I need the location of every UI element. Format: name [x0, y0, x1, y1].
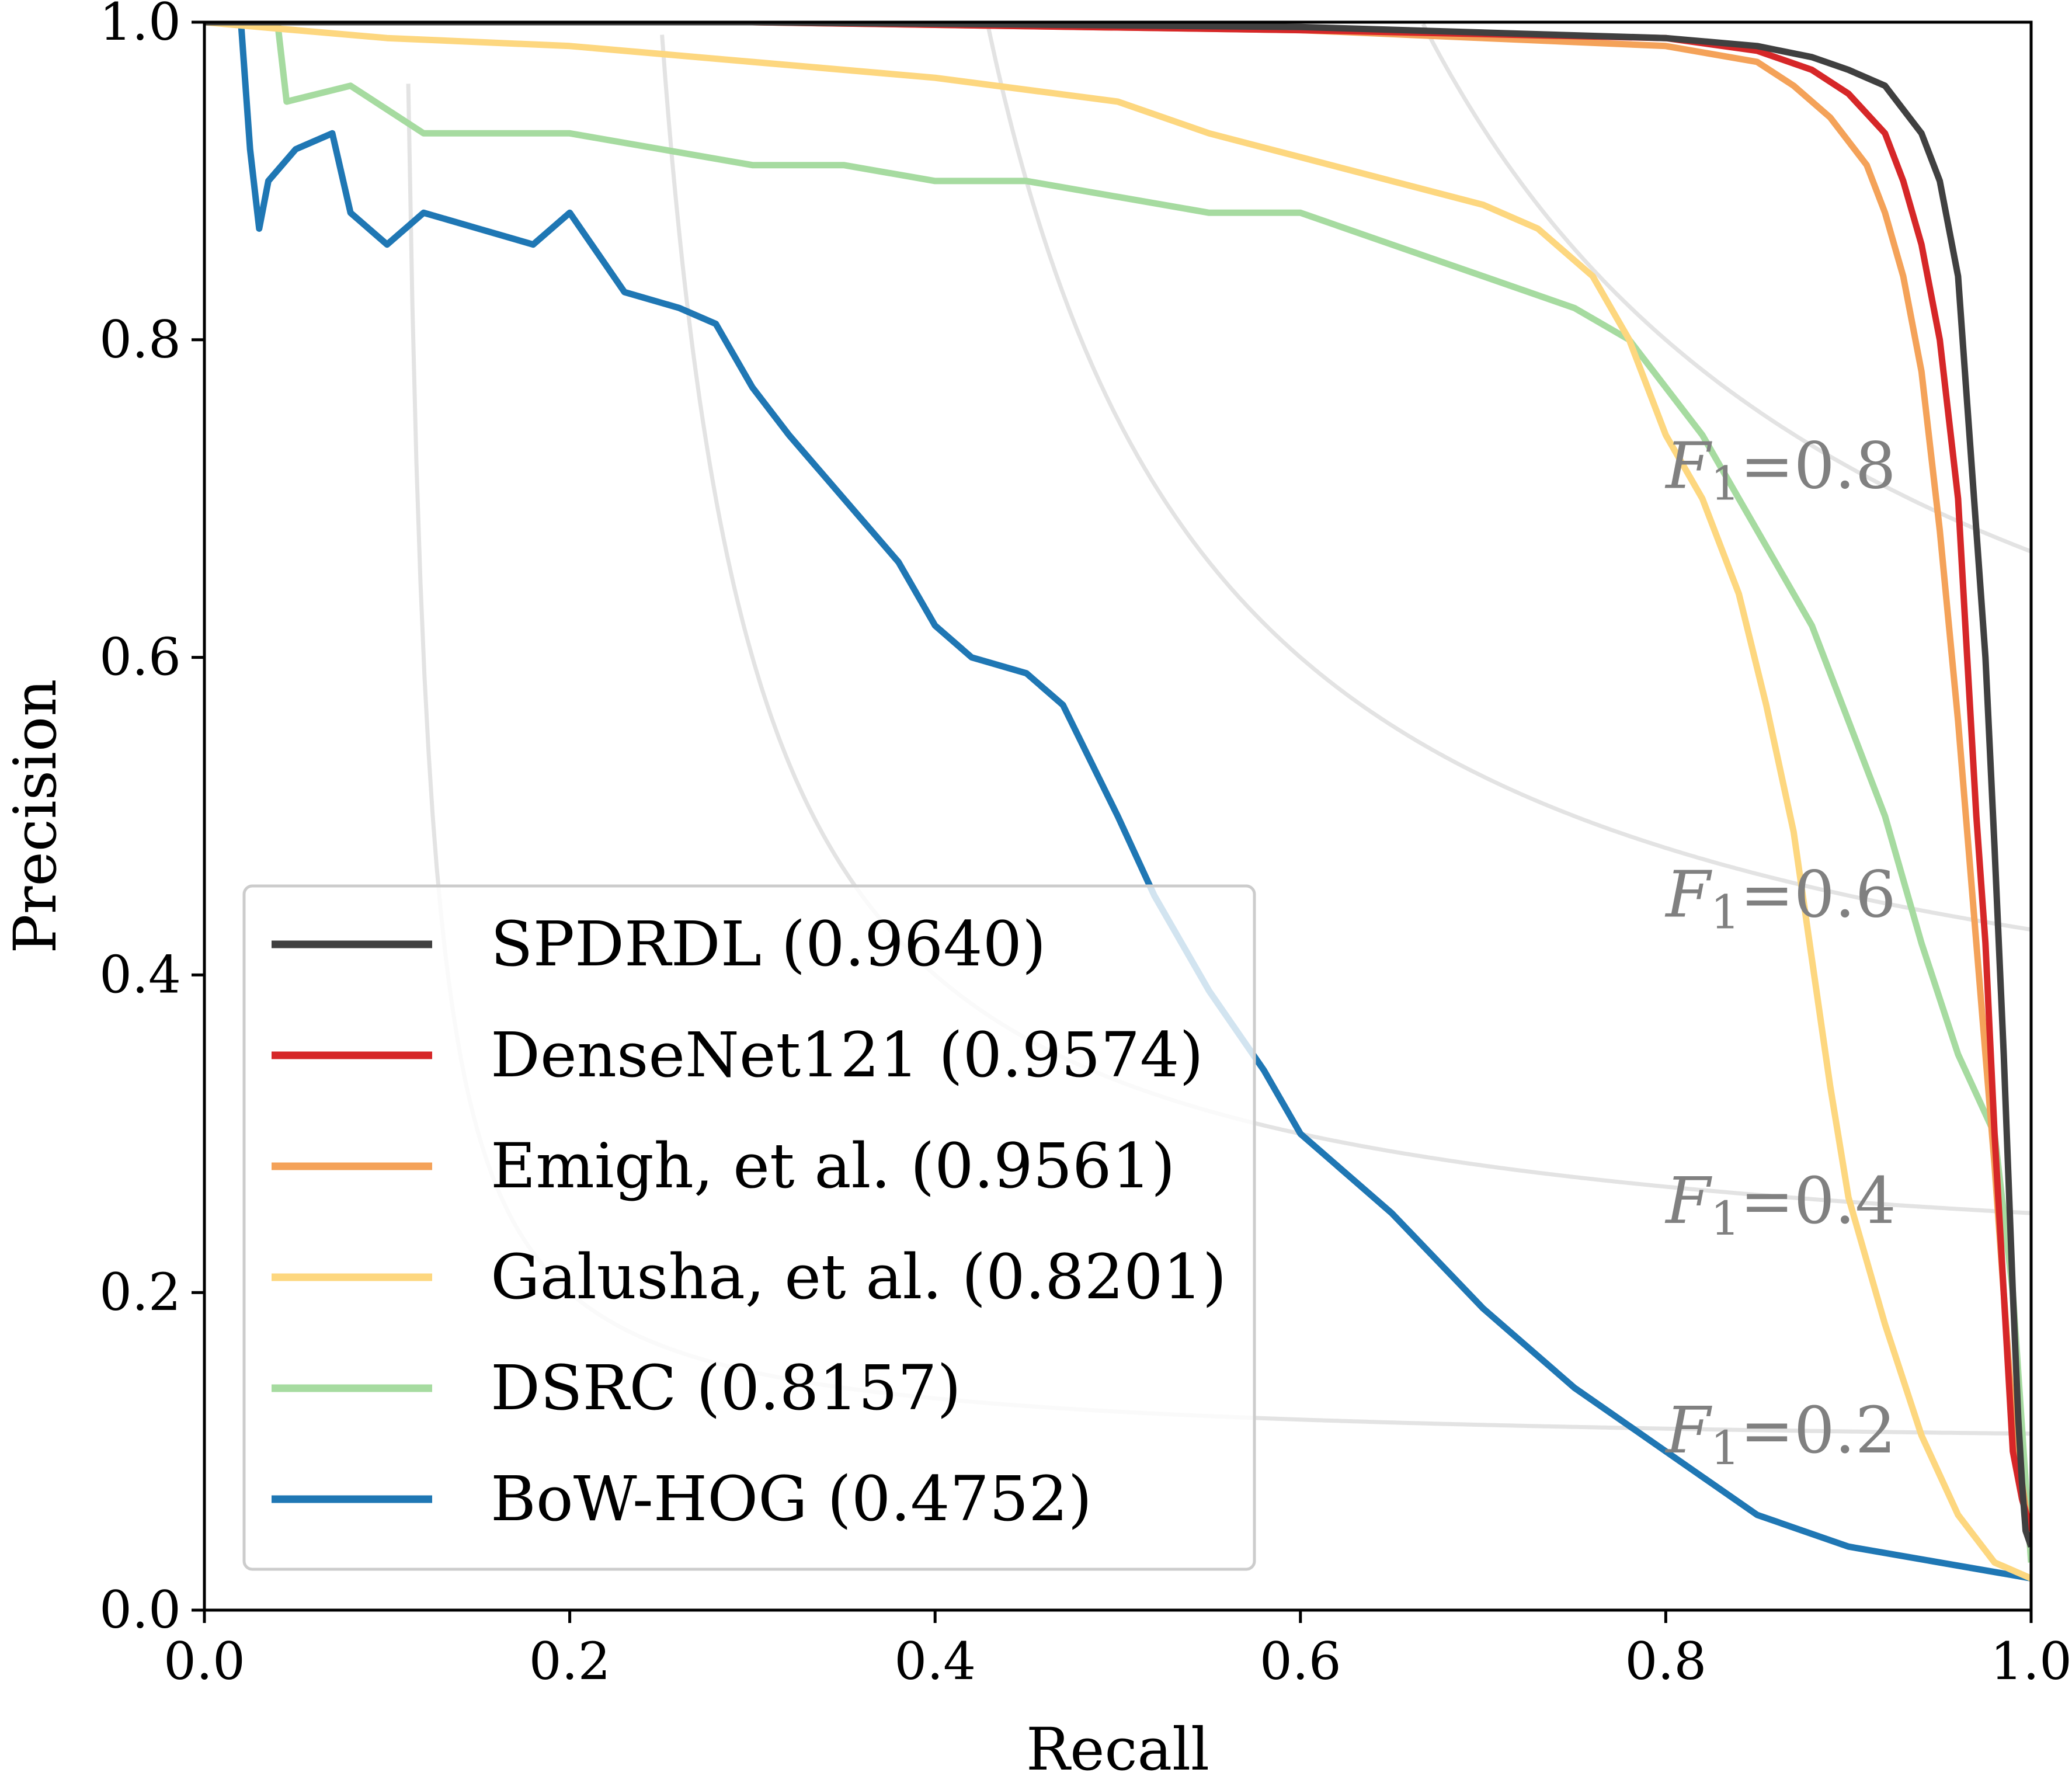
legend-box — [242, 884, 1256, 1571]
iso-f1-curve — [986, 26, 2031, 932]
x-tick-label: 0.6 — [1260, 1631, 1341, 1691]
series-lines — [204, 22, 2031, 1582]
x-tick-label: 1.0 — [1990, 1631, 2072, 1691]
y-tick-label: 0.0 — [99, 1580, 181, 1640]
y-tick-label: 0.8 — [99, 310, 181, 370]
legend-label: BoW-HOG (0.4752) — [491, 1463, 1092, 1535]
axis-ticks: 0.0 0.2 0.4 0.6 0.8 1.0 0.0 0.2 0.4 0.6 0.8 1.0 — [99, 0, 2072, 1691]
iso-f1-label: F1=0.6 — [1664, 857, 1896, 939]
legend-label: DenseNet121 (0.9574) — [491, 1019, 1204, 1091]
y-tick-label: 0.2 — [99, 1262, 181, 1322]
legend-items: SPDRDL (0.9640) DenseNet121 (0.9574) Emigh… — [272, 908, 1226, 1535]
iso-f1-curve — [1421, 23, 2031, 554]
x-tick-label: 0.4 — [894, 1631, 976, 1691]
y-tick-label: 0.4 — [99, 944, 181, 1005]
plot-frame — [203, 20, 2033, 1612]
series-line — [204, 22, 2031, 1582]
iso-f1-label: F1=0.4 — [1664, 1163, 1896, 1246]
y-axis-label: Precision — [1, 679, 69, 953]
series-line — [204, 22, 2031, 1547]
legend: SPDRDL (0.9640) DenseNet121 (0.9574) Emigh… — [242, 884, 1256, 1571]
y-tick-label: 0.6 — [99, 627, 181, 687]
x-tick-label: 0.2 — [529, 1631, 611, 1691]
series-line — [204, 22, 2031, 1548]
legend-label: Galusha, et al. (0.8201) — [491, 1241, 1226, 1313]
x-axis-label: Recall — [1026, 1715, 1209, 1776]
series-line — [204, 22, 2031, 1582]
iso-f1-label: F1=0.2 — [1664, 1393, 1896, 1475]
legend-label: DSRC (0.8157) — [491, 1352, 961, 1424]
series-line — [204, 22, 2031, 1563]
iso-f1-labels: F1=0.2 F1=0.4 F1=0.6 F1=0.8 — [1664, 428, 1896, 1475]
x-tick-label: 0.0 — [164, 1631, 245, 1691]
iso-f1-label: F1=0.8 — [1664, 428, 1896, 510]
x-tick-label: 0.8 — [1625, 1631, 1706, 1691]
legend-label: SPDRDL (0.9640) — [491, 908, 1046, 980]
y-tick-label: 1.0 — [99, 0, 181, 52]
legend-label: Emigh, et al. (0.9561) — [491, 1130, 1175, 1202]
